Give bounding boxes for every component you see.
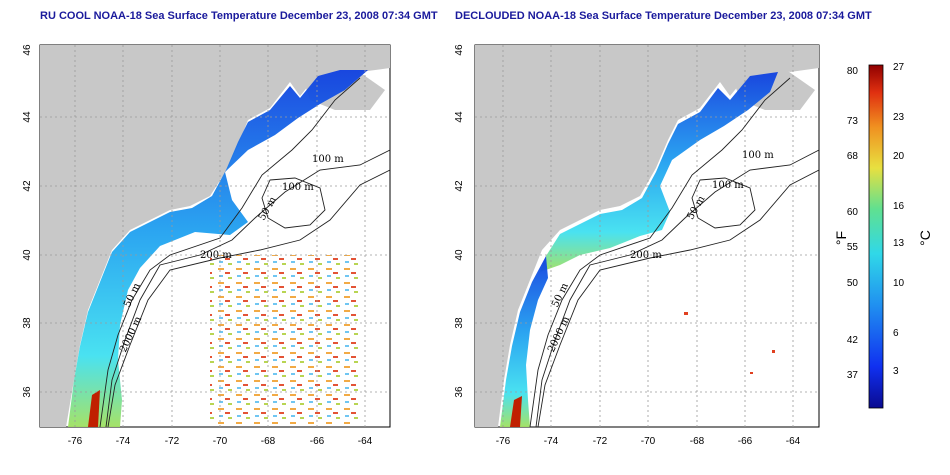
colorbar-c-tick: 20 (893, 151, 905, 162)
lat-tick-label: 46 (22, 44, 33, 56)
lon-tick-label: -64 (786, 436, 801, 447)
colorbar-f-tick: 42 (847, 335, 859, 346)
lat-tick-label: 36 (22, 386, 33, 398)
land-mass (475, 45, 819, 427)
lon-tick-label: -74 (116, 436, 131, 447)
lat-tick-label: 40 (22, 249, 33, 261)
colorbar-c-tick: 23 (893, 112, 905, 123)
colorbar-c-tick: 3 (893, 366, 899, 377)
colorbar-c-tick: 16 (893, 201, 905, 212)
colorbar-f-tick: 55 (847, 242, 859, 253)
colorbar-f-tick: 60 (847, 207, 859, 218)
contour-label: 100 m (312, 154, 344, 165)
lon-tick-label: -72 (165, 436, 180, 447)
lat-tick-label: 36 (454, 386, 465, 398)
lon-tick-label: -68 (690, 436, 705, 447)
lon-tick-label: -70 (641, 436, 656, 447)
warm-core (510, 396, 522, 427)
lon-tick-label: -74 (544, 436, 559, 447)
lat-axis-right: 46 44 42 40 38 36 (454, 44, 465, 398)
colorbar-f-tick: 80 (847, 66, 859, 77)
bathymetry-contours (529, 77, 819, 427)
panel-title-right: DECLOUDED NOAA-18 Sea Surface Temperatur… (455, 10, 872, 22)
lon-tick-label: -70 (213, 436, 228, 447)
colorbar-f-unit: °F (833, 231, 849, 245)
contour-label: 200 m (200, 250, 232, 261)
map-panel-right: 100 m 100 m 50 m 200 m 50 m 2000 m -76 -… (454, 44, 820, 447)
lat-tick-label: 44 (454, 111, 465, 123)
lon-tick-label: -66 (738, 436, 753, 447)
lat-tick-label: 42 (454, 180, 465, 192)
lat-tick-label: 46 (454, 44, 465, 56)
lon-tick-label: -76 (496, 436, 511, 447)
contour-label: 200 m (630, 250, 662, 261)
sst-field (500, 256, 548, 427)
colorbar-c-tick: 6 (893, 328, 899, 339)
sst-field (540, 72, 778, 272)
map-panel-left: 100 m 100 m 50 m 200 m 50 m 2000 m -76 -… (22, 44, 391, 447)
lon-tick-label: -64 (358, 436, 373, 447)
lat-tick-label: 40 (454, 249, 465, 261)
bathymetry-contours (99, 77, 390, 427)
offshore-patches (210, 255, 360, 425)
colorbar-f-tick: 37 (847, 370, 859, 381)
lon-tick-label: -66 (310, 436, 325, 447)
lon-tick-label: -72 (593, 436, 608, 447)
lon-axis-right: -76 -74 -72 -70 -68 -66 -64 (496, 436, 801, 447)
contour-label: 100 m (742, 150, 774, 161)
land-mass (40, 45, 390, 427)
lat-tick-label: 38 (454, 317, 465, 329)
colorbar: 80 73 68 60 55 50 42 37 27 23 20 16 13 1… (833, 62, 933, 409)
colorbar-scale (868, 64, 884, 409)
colorbar-c-unit: °C (917, 230, 933, 246)
lat-tick-label: 44 (22, 111, 33, 123)
lon-tick-label: -68 (261, 436, 276, 447)
warm-core (88, 390, 100, 427)
panel-title-left: RU COOL NOAA-18 Sea Surface Temperature … (40, 10, 438, 22)
colorbar-c-tick: 27 (893, 62, 905, 73)
contour-label: 100 m (712, 180, 744, 191)
colorbar-c-tick: 10 (893, 278, 905, 289)
lat-tick-label: 42 (22, 180, 33, 192)
contour-label: 100 m (282, 182, 314, 193)
lon-axis-left: -76 -74 -72 -70 -68 -66 -64 (68, 436, 373, 447)
isolated-warm-pixels (684, 312, 775, 374)
grid (475, 45, 819, 427)
lon-tick-label: -76 (68, 436, 83, 447)
colorbar-f-tick: 68 (847, 151, 859, 162)
colorbar-f-tick: 50 (847, 278, 859, 289)
lat-axis-left: 46 44 42 40 38 36 (22, 44, 33, 398)
colorbar-c-tick: 13 (893, 238, 905, 249)
colorbar-f-tick: 73 (847, 116, 859, 127)
grid (40, 45, 390, 427)
lat-tick-label: 38 (22, 317, 33, 329)
